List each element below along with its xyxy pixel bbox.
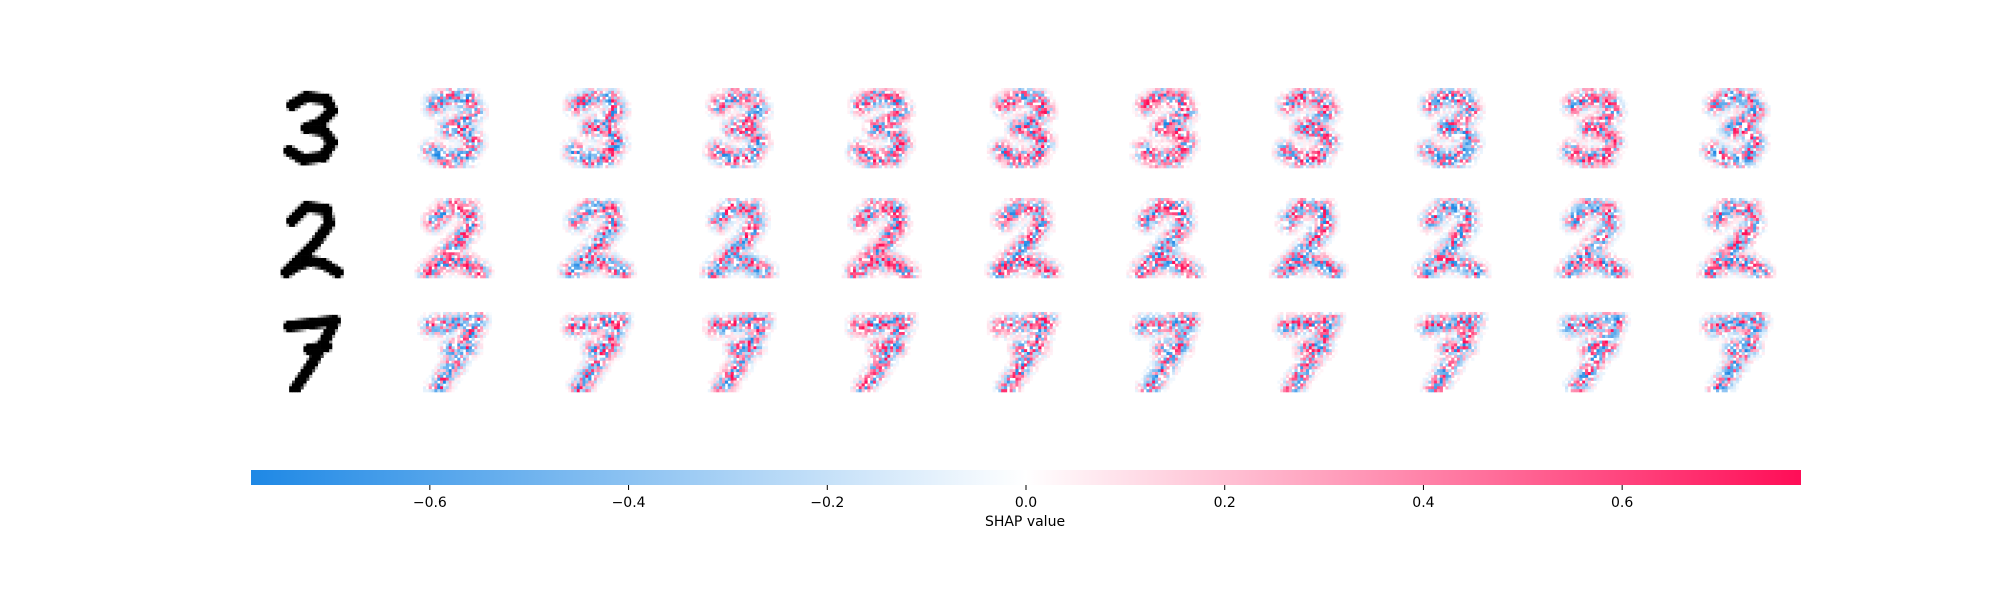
shap-explanation-image	[1414, 312, 1489, 393]
shap-explanation-image	[702, 88, 774, 169]
input-digit-image	[280, 200, 344, 279]
shap-explanation-image	[984, 198, 1065, 279]
colorbar-tick-label: −0.6	[413, 495, 447, 511]
colorbar-tick-label: 0.6	[1611, 495, 1633, 511]
shap-explanation-image	[1271, 312, 1347, 393]
shap-explanation-image	[417, 88, 489, 169]
shap-explanation-image	[556, 198, 638, 279]
colorbar-tick-label: 0.0	[1015, 495, 1037, 511]
shap-explanation-image	[986, 88, 1059, 169]
shap-explanation-image	[1556, 88, 1629, 169]
shap-explanation-image	[986, 312, 1062, 393]
colorbar-tick-label: −0.2	[810, 495, 844, 511]
colorbar-tick-label: 0.4	[1412, 495, 1434, 511]
shap-explanation-image	[702, 312, 777, 393]
shap-explanation-image	[417, 312, 492, 393]
colorbar-tick-label: 0.2	[1214, 495, 1236, 511]
shap-explanation-image	[559, 88, 632, 169]
image-grid	[280, 88, 1777, 393]
shap-explanation-image	[1268, 198, 1350, 279]
colorbar: −0.6 −0.4 −0.2 0.0 0.2 0.4 0.6 SHAP value	[251, 470, 1801, 530]
shap-explanation-image	[1129, 88, 1201, 169]
shap-explanation-image	[1698, 88, 1771, 169]
shap-explanation-image	[1696, 198, 1777, 279]
input-digit-image	[283, 90, 339, 166]
shap-explanation-image	[414, 198, 495, 279]
shap-explanation-image	[841, 198, 922, 279]
shap-explanation-image	[1126, 198, 1207, 279]
shap-explanation-image	[559, 312, 635, 393]
shap-explanation-image	[1271, 88, 1344, 169]
shap-explanation-image	[1556, 312, 1632, 393]
shap-explanation-image	[1129, 312, 1204, 393]
colorbar-tick-label: −0.4	[612, 495, 646, 511]
colorbar-label: SHAP value	[985, 514, 1065, 530]
shap-explanation-image	[844, 88, 917, 169]
shap-explanation-image	[844, 312, 920, 393]
shap-explanation-image	[1698, 312, 1774, 393]
colorbar-ticks: −0.6 −0.4 −0.2 0.0 0.2 0.4 0.6	[413, 485, 1633, 511]
input-digit-image	[283, 314, 341, 393]
shap-explanation-image	[1411, 198, 1492, 279]
shap-explanation-image	[699, 198, 780, 279]
colorbar-bar	[251, 470, 1801, 485]
shap-explanation-image	[1553, 198, 1634, 279]
shap-explanation-image	[1414, 88, 1486, 169]
